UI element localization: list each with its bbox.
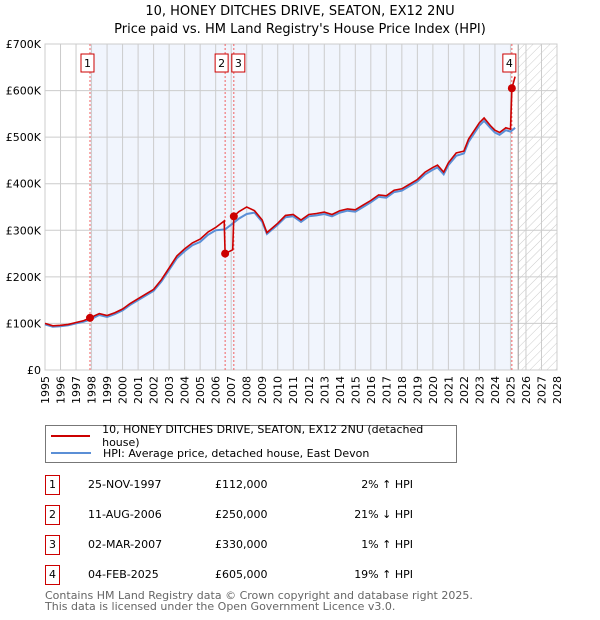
- x-tick-label: 2026: [520, 376, 533, 404]
- sale-date: 04-FEB-2025: [88, 568, 159, 581]
- transaction-row: 1 25-NOV-1997 £112,000 2% ↑ HPI: [45, 475, 445, 495]
- footer-line: Contains HM Land Registry data © Crown c…: [45, 589, 473, 602]
- x-tick-label: 2008: [241, 376, 254, 404]
- x-tick-label: 2001: [132, 376, 145, 404]
- x-tick-label: 2028: [551, 376, 564, 404]
- x-tick-label: 2004: [179, 376, 192, 404]
- legend: 10, HONEY DITCHES DRIVE, SEATON, EX12 2N…: [45, 423, 457, 463]
- chart-title: 10, HONEY DITCHES DRIVE, SEATON, EX12 2N…: [145, 4, 455, 19]
- hpi-diff: 19% ↑ HPI: [354, 568, 413, 581]
- x-tick-label: 2000: [117, 376, 130, 404]
- y-tick-label: £0: [27, 364, 41, 377]
- legend-item-hpi: HPI: Average price, detached house, East…: [46, 445, 369, 461]
- series-line: [44, 119, 516, 328]
- sale-point: [221, 249, 230, 258]
- transaction-row: 4 04-FEB-2025 £605,000 19% ↑ HPI: [45, 565, 445, 585]
- sale-marker-badge: 3: [45, 535, 60, 555]
- x-tick-label: 2025: [504, 376, 517, 404]
- ownership-shading: [89, 44, 513, 370]
- x-tick-label: 2007: [225, 376, 238, 404]
- chart-subtitle: Price paid vs. HM Land Registry's House …: [114, 22, 486, 37]
- x-tick-label: 2010: [272, 376, 285, 404]
- x-tick-label: 2020: [427, 376, 440, 404]
- y-tick-label: £100K: [6, 317, 42, 330]
- sale-point: [85, 313, 94, 322]
- forecast-hatch: [518, 44, 557, 370]
- x-tick-label: 2009: [256, 376, 269, 404]
- x-tick-label: 2005: [194, 376, 207, 404]
- x-tick-label: 1998: [86, 376, 99, 404]
- x-tick-label: 2027: [535, 376, 548, 404]
- x-tick-label: 2022: [458, 376, 471, 404]
- sale-price: £330,000: [215, 538, 268, 551]
- x-tick-label: 1995: [39, 376, 52, 404]
- x-tick-label: 2014: [334, 376, 347, 404]
- footer: Contains HM Land Registry data © Crown c…: [45, 590, 473, 612]
- sale-point: [507, 84, 516, 93]
- sale-point: [229, 212, 238, 221]
- x-tick-label: 2013: [318, 376, 331, 404]
- legend-item-property: 10, HONEY DITCHES DRIVE, SEATON, EX12 2N…: [46, 423, 456, 449]
- series-line: [44, 76, 516, 327]
- transaction-row: 2 11-AUG-2006 £250,000 21% ↓ HPI: [45, 505, 445, 525]
- sale-price: £605,000: [215, 568, 268, 581]
- hpi-diff: 21% ↓ HPI: [354, 508, 413, 521]
- x-tick-label: 2015: [349, 376, 362, 404]
- x-tick-label: 1996: [55, 376, 68, 404]
- y-tick-label: £700K: [6, 38, 42, 51]
- plot-border: [44, 43, 558, 371]
- x-tick-label: 2018: [396, 376, 409, 404]
- y-tick-label: £300K: [6, 224, 42, 237]
- sale-marker-box: [502, 53, 517, 73]
- sale-marker-box: [80, 53, 95, 73]
- sale-marker-label: 2: [218, 57, 225, 70]
- x-tick-label: 2011: [287, 376, 300, 404]
- transaction-row: 3 02-MAR-2007 £330,000 1% ↑ HPI: [45, 535, 445, 555]
- x-tick-label: 2017: [380, 376, 393, 404]
- sale-marker-badge: 1: [45, 475, 60, 495]
- x-tick-label: 2003: [163, 376, 176, 404]
- x-tick-label: 2016: [365, 376, 378, 404]
- sale-marker-badge: 2: [45, 505, 60, 525]
- price-chart: 1995 1996 1997 1998 1999 2000 2001 2002 2003 2004…: [6, 38, 564, 404]
- x-tick-label: 1997: [70, 376, 83, 404]
- footer-line: This data is licensed under the Open Gov…: [45, 600, 396, 613]
- x-tick-label: 1999: [101, 376, 114, 404]
- sale-date: 25-NOV-1997: [88, 478, 162, 491]
- x-tick-label: 2019: [411, 376, 424, 404]
- x-tick-label: 2023: [473, 376, 486, 404]
- y-tick-label: £200K: [6, 271, 42, 284]
- sale-date: 02-MAR-2007: [88, 538, 163, 551]
- sale-marker-badge: 4: [45, 565, 60, 585]
- y-tick-label: £600K: [6, 85, 42, 98]
- sale-marker-label: 4: [506, 57, 513, 70]
- sale-marker-label: 3: [235, 57, 242, 70]
- sale-marker-box: [214, 53, 229, 73]
- sale-marker-box: [231, 53, 246, 73]
- y-tick-label: £400K: [6, 178, 42, 191]
- x-tick-label: 2006: [210, 376, 223, 404]
- sale-price: £112,000: [215, 478, 268, 491]
- x-tick-label: 2021: [442, 376, 455, 404]
- y-tick-label: £500K: [6, 131, 42, 144]
- hpi-diff: 2% ↑ HPI: [361, 478, 413, 491]
- hpi-diff: 1% ↑ HPI: [361, 538, 413, 551]
- legend-label: 10, HONEY DITCHES DRIVE, SEATON, EX12 2N…: [102, 423, 424, 449]
- sale-date: 11-AUG-2006: [88, 508, 162, 521]
- x-tick-label: 2024: [489, 376, 502, 404]
- x-tick-label: 2012: [303, 376, 316, 404]
- x-tick-label: 2002: [148, 376, 161, 404]
- legend-label: HPI: Average price, detached house, East…: [103, 446, 370, 460]
- sale-price: £250,000: [215, 508, 268, 521]
- sale-marker-label: 1: [84, 57, 91, 70]
